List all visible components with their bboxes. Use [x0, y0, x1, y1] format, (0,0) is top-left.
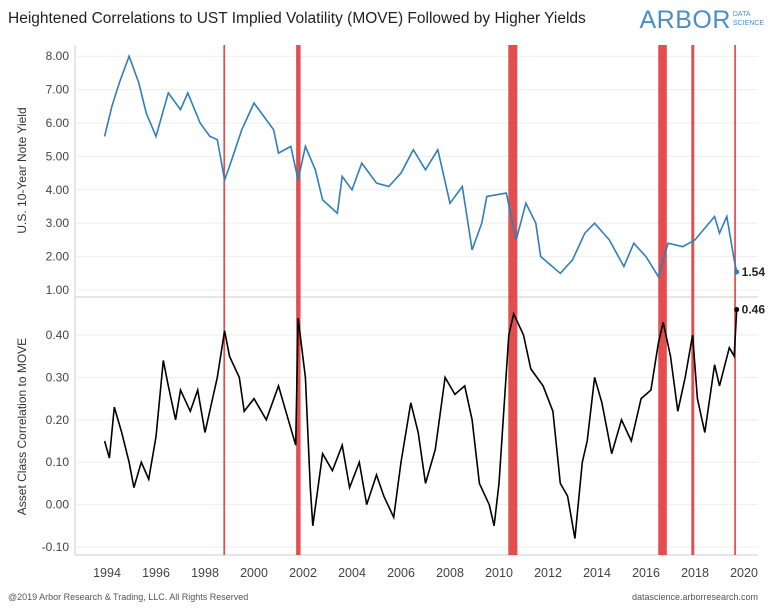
- chart-title: Heightened Correlations to UST Implied V…: [8, 10, 586, 27]
- highlight-band: [734, 45, 736, 555]
- x-tick-label: 1994: [93, 566, 121, 580]
- highlight-band: [296, 45, 301, 555]
- y-tick-label: -0.10: [42, 540, 70, 554]
- y-axis-label: Asset Class Correlation to MOVE: [15, 338, 29, 515]
- x-tick-label: 2016: [632, 566, 660, 580]
- y-tick-label: 2.00: [46, 250, 70, 264]
- highlight-band: [658, 45, 667, 555]
- x-tick-label: 2006: [387, 566, 415, 580]
- highlight-band: [691, 45, 695, 555]
- y-tick-label: 0.40: [46, 328, 70, 342]
- x-tick-label: 2004: [338, 566, 366, 580]
- y-tick-label: 0.30: [46, 370, 70, 384]
- y-tick-label: 8.00: [46, 49, 70, 63]
- yield-line: [103, 53, 738, 279]
- y-tick-label: 0.20: [46, 413, 70, 427]
- end-value-label: 1.54: [742, 265, 766, 279]
- y-tick-label: 7.00: [46, 83, 70, 97]
- y-tick-label: 3.00: [46, 216, 70, 230]
- highlight-band: [508, 45, 518, 555]
- y-tick-label: 6.00: [46, 116, 70, 130]
- copyright-text: @2019 Arbor Research & Trading, LLC. All…: [8, 592, 249, 602]
- x-tick-label: 1998: [191, 566, 219, 580]
- x-tick-label: 2014: [583, 566, 611, 580]
- y-tick-label: 0.00: [46, 498, 70, 512]
- website-text: datascience.arborresearch.com: [631, 592, 758, 602]
- end-point: [734, 307, 740, 313]
- logo-main: ARBOR: [639, 6, 731, 34]
- x-tick-label: 2012: [534, 566, 562, 580]
- y-tick-label: 4.00: [46, 183, 70, 197]
- y-tick-label: 5.00: [46, 149, 70, 163]
- x-tick-label: 2002: [289, 566, 317, 580]
- x-tick-label: 2000: [240, 566, 268, 580]
- highlight-band: [223, 45, 226, 555]
- y-tick-label: 0.10: [46, 455, 70, 469]
- y-axis-label: U.S. 10-Year Note Yield: [15, 107, 29, 233]
- arbor-logo: ARBOR DATA SCIENCE: [639, 6, 764, 35]
- x-tick-label: 2008: [436, 566, 464, 580]
- end-value-label: 0.46: [742, 303, 766, 317]
- end-point: [734, 269, 740, 275]
- x-tick-label: 1996: [142, 566, 170, 580]
- x-tick-label: 2018: [681, 566, 709, 580]
- logo-sub: DATA SCIENCE: [732, 11, 764, 27]
- correlation-line: [103, 309, 738, 539]
- x-tick-label: 2020: [730, 566, 758, 580]
- x-tick-label: 2010: [485, 566, 513, 580]
- y-tick-label: 1.00: [46, 283, 70, 297]
